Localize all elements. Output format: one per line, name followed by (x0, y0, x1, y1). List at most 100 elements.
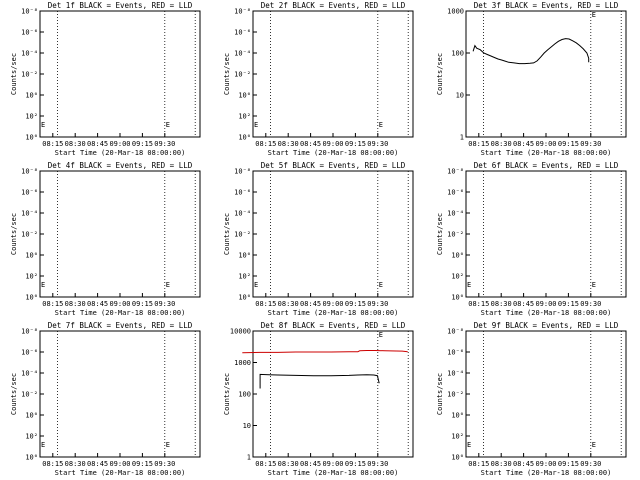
panel-title: Det 8f BLACK = Events, RED = LLD (261, 321, 406, 330)
event-marker-label: E (41, 121, 45, 129)
x-tick-label: 08:45 (300, 140, 321, 148)
event-marker-label: E (467, 281, 471, 289)
x-tick-label: 09:15 (132, 460, 153, 468)
x-tick-label: 08:45 (87, 140, 108, 148)
y-tick-label: 10⁻² (21, 391, 38, 399)
y-tick-label: 1000 (234, 359, 251, 367)
y-tick-label: 1 (460, 134, 464, 142)
y-axis-label: Counts/sec (436, 373, 444, 415)
y-tick-label: 10⁻⁶ (447, 189, 464, 197)
x-tick-label: 09:00 (535, 300, 556, 308)
x-tick-label: 08:45 (87, 460, 108, 468)
y-tick-label: 10⁻⁸ (21, 8, 38, 16)
x-tick-label: 09:15 (345, 300, 366, 308)
y-tick-label: 10⁻² (447, 391, 464, 399)
plot-frame (465, 330, 627, 458)
x-tick-label: 09:00 (109, 140, 130, 148)
x-tick-label: 09:15 (132, 140, 153, 148)
panel-title: Det 7f BLACK = Events, RED = LLD (48, 321, 193, 330)
detector-panel-9: Det 9f BLACK = Events, RED = LLD 10⁻⁸ 10⁻⁶… (436, 321, 627, 477)
x-tick-label: 08:30 (491, 300, 512, 308)
series-line-1 (472, 38, 590, 65)
x-tick-label: 08:15 (468, 140, 489, 148)
y-axis-label: Counts/sec (10, 373, 18, 415)
panel-title: Det 3f BLACK = Events, RED = LLD (474, 1, 619, 10)
y-tick-label: 10⁰ (451, 454, 464, 462)
x-axis-label: Start Time (20-Mar-18 08:00:00) (481, 309, 612, 317)
y-tick-label: 10⁻⁶ (234, 29, 251, 37)
detector-panel-3: Det 3f BLACK = Events, RED = LLD 1000 100 1… (436, 1, 627, 157)
event-marker-label: E (592, 281, 596, 289)
y-tick-label: 10⁰ (451, 294, 464, 302)
x-tick-label: 09:30 (580, 140, 601, 148)
x-tick-label: 09:15 (558, 140, 579, 148)
y-tick-label: 10 (456, 92, 464, 100)
y-tick-label: 10⁻⁶ (447, 349, 464, 357)
event-marker-label: E (166, 281, 170, 289)
x-tick-label: 09:30 (367, 460, 388, 468)
y-tick-label: 1 (247, 454, 251, 462)
plot-frame (39, 330, 201, 458)
y-tick-label: 100 (451, 50, 464, 58)
x-tick-label: 09:00 (109, 460, 130, 468)
y-tick-label: 10000 (230, 328, 251, 336)
x-tick-label: 09:00 (322, 460, 343, 468)
y-tick-label: 10⁻² (447, 231, 464, 239)
y-tick-label: 100 (238, 391, 251, 399)
x-tick-label: 09:30 (367, 300, 388, 308)
x-axis-label: Start Time (20-Mar-18 08:00:00) (268, 469, 399, 477)
x-tick-label: 08:45 (513, 460, 534, 468)
x-axis-label: Start Time (20-Mar-18 08:00:00) (268, 309, 399, 317)
x-tick-label: 09:15 (132, 300, 153, 308)
y-tick-label: 10² (238, 273, 251, 281)
x-tick-label: 08:15 (255, 140, 276, 148)
event-marker-label: E (592, 441, 596, 449)
x-tick-label: 09:15 (558, 300, 579, 308)
x-tick-label: 09:00 (109, 300, 130, 308)
x-tick-label: 09:30 (154, 460, 175, 468)
y-tick-label: 10⁻⁸ (447, 328, 464, 336)
y-tick-label: 10⁻⁴ (234, 50, 251, 58)
event-marker-label: E (41, 441, 45, 449)
plot-frame (252, 10, 414, 138)
y-axis-label: Counts/sec (10, 53, 18, 95)
y-tick-label: 10² (451, 433, 464, 441)
x-axis-label: Start Time (20-Mar-18 08:00:00) (55, 469, 186, 477)
y-axis-label: Counts/sec (223, 373, 231, 415)
y-axis-label: Counts/sec (223, 213, 231, 255)
detector-panel-8: Det 8f BLACK = Events, RED = LLD 10000 100… (223, 321, 414, 477)
panel-title: Det 1f BLACK = Events, RED = LLD (48, 1, 193, 10)
x-tick-label: 09:15 (345, 140, 366, 148)
y-tick-label: 10⁻⁴ (21, 370, 38, 378)
event-marker-label: E (254, 121, 258, 129)
x-tick-label: 08:45 (300, 300, 321, 308)
x-tick-label: 09:30 (154, 140, 175, 148)
detector-panel-6: Det 6f BLACK = Events, RED = LLD 10⁻⁸ 10⁻⁶… (436, 161, 627, 317)
y-tick-label: 10⁻² (21, 71, 38, 79)
x-tick-label: 08:30 (65, 460, 86, 468)
y-tick-label: 10² (238, 113, 251, 121)
detector-panel-2: Det 2f BLACK = Events, RED = LLD 10⁻⁸ 10⁻⁶… (223, 1, 414, 157)
y-tick-label: 10² (451, 273, 464, 281)
y-tick-label: 1000 (447, 8, 464, 16)
y-tick-label: 10⁻⁸ (234, 8, 251, 16)
x-tick-label: 08:15 (255, 300, 276, 308)
y-axis-label: Counts/sec (436, 53, 444, 95)
x-tick-label: 09:15 (345, 460, 366, 468)
x-tick-label: 09:30 (580, 460, 601, 468)
x-axis-label: Start Time (20-Mar-18 08:00:00) (268, 149, 399, 157)
x-tick-label: 08:30 (278, 300, 299, 308)
y-tick-label: 10⁻² (21, 231, 38, 239)
y-tick-label: 10⁻⁶ (21, 349, 38, 357)
x-tick-label: 08:45 (513, 140, 534, 148)
y-tick-label: 10⁰ (238, 252, 251, 260)
x-tick-label: 08:15 (255, 460, 276, 468)
x-axis-label: Start Time (20-Mar-18 08:00:00) (55, 309, 186, 317)
x-axis-label: Start Time (20-Mar-18 08:00:00) (481, 469, 612, 477)
y-tick-label: 10⁻⁴ (234, 210, 251, 218)
series-line-1 (242, 350, 408, 354)
y-tick-label: 10⁻⁸ (447, 168, 464, 176)
x-tick-label: 08:15 (42, 140, 63, 148)
y-tick-label: 10⁰ (25, 454, 38, 462)
